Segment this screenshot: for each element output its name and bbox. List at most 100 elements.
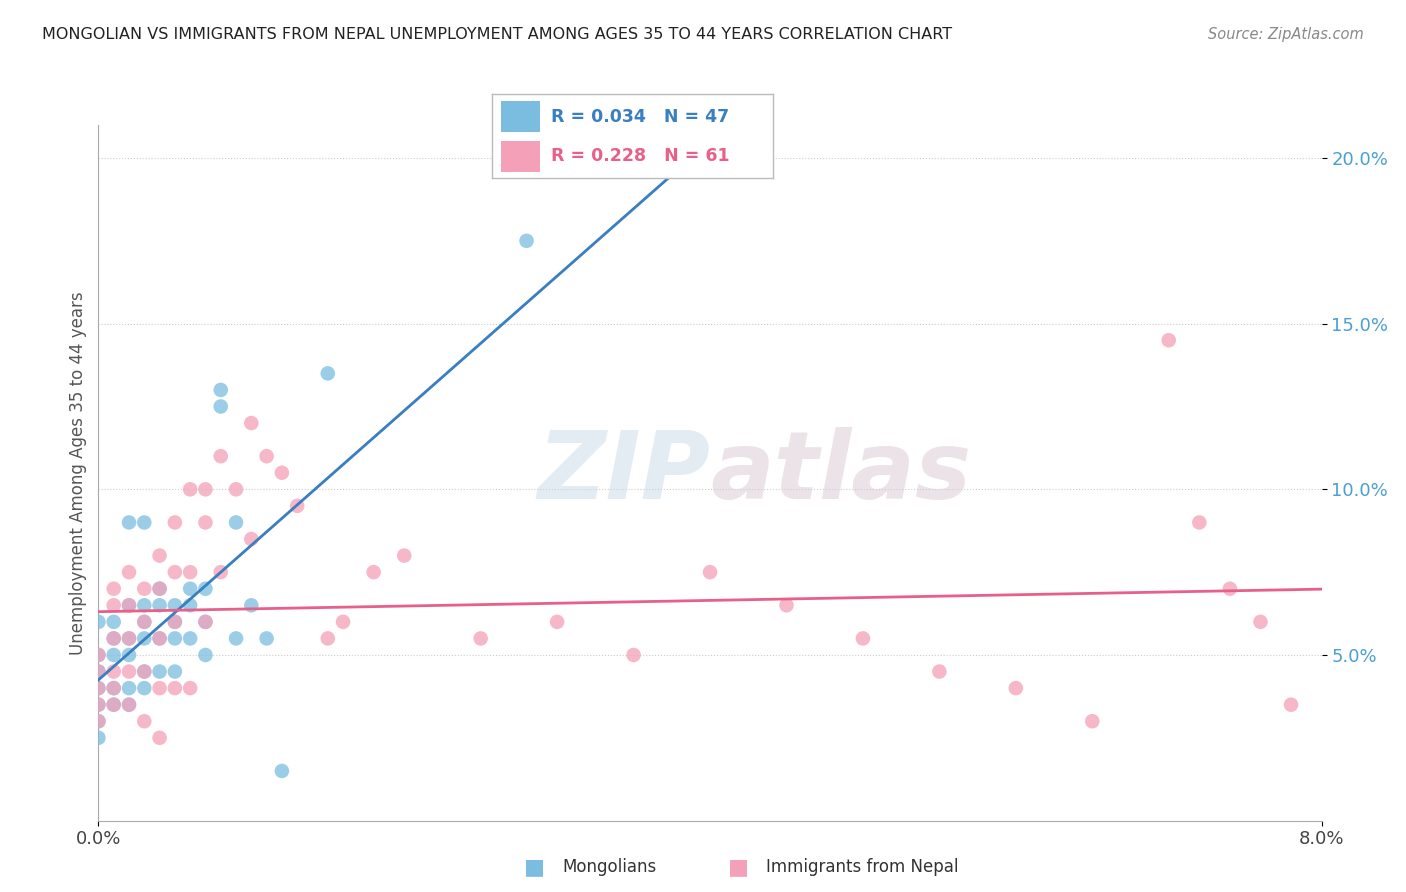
Point (103, 681, 125, 695)
Point (103, 615, 125, 629)
Point (363, 565, 385, 579)
Point (134, 665, 156, 679)
Point (163, 565, 186, 579)
Point (225, 516, 247, 530)
Text: atlas: atlas (710, 426, 972, 519)
Point (87, 648, 110, 662)
Point (316, 367, 339, 381)
Point (149, 582, 172, 596)
Point (928, 665, 950, 679)
Point (118, 681, 141, 695)
Point (194, 615, 217, 629)
Point (149, 582, 172, 596)
Point (179, 582, 201, 596)
Point (209, 449, 232, 463)
Point (103, 632, 125, 646)
Point (470, 632, 492, 646)
Point (240, 416, 263, 430)
Point (163, 615, 186, 629)
Point (87, 714, 110, 729)
Point (134, 599, 156, 613)
Point (316, 632, 339, 646)
Point (149, 681, 172, 695)
Point (179, 599, 201, 613)
Point (546, 615, 568, 629)
Text: Immigrants from Nepal: Immigrants from Nepal (766, 858, 959, 876)
Point (134, 632, 156, 646)
Point (194, 516, 217, 530)
Point (149, 549, 172, 563)
Point (225, 483, 247, 497)
Point (149, 599, 172, 613)
Point (118, 698, 141, 712)
Point (103, 599, 125, 613)
Point (163, 665, 186, 679)
Point (194, 483, 217, 497)
Point (1249, 615, 1271, 629)
Point (87, 714, 110, 729)
Point (103, 582, 125, 596)
Point (118, 648, 141, 662)
Point (134, 582, 156, 596)
Point (118, 516, 141, 530)
Point (179, 681, 201, 695)
Point (118, 698, 141, 712)
Point (194, 615, 217, 629)
Point (118, 599, 141, 613)
Point (87, 615, 110, 629)
Point (134, 615, 156, 629)
Point (149, 665, 172, 679)
Point (1157, 333, 1180, 347)
Point (118, 599, 141, 613)
Point (149, 632, 172, 646)
Point (103, 698, 125, 712)
Text: MONGOLIAN VS IMMIGRANTS FROM NEPAL UNEMPLOYMENT AMONG AGES 35 TO 44 YEARS CORREL: MONGOLIAN VS IMMIGRANTS FROM NEPAL UNEMP… (42, 27, 952, 42)
FancyBboxPatch shape (501, 102, 540, 132)
Point (87, 665, 110, 679)
Point (134, 615, 156, 629)
Point (1188, 516, 1211, 530)
Point (209, 383, 232, 397)
Point (240, 599, 263, 613)
Point (87, 665, 110, 679)
Point (87, 731, 110, 745)
Text: ■: ■ (728, 857, 748, 877)
Point (134, 516, 156, 530)
FancyBboxPatch shape (501, 141, 540, 171)
Point (240, 532, 263, 546)
Point (1004, 681, 1026, 695)
Point (163, 599, 186, 613)
Point (163, 516, 186, 530)
Point (179, 565, 201, 579)
Text: R = 0.034   N = 47: R = 0.034 N = 47 (551, 108, 730, 126)
Point (87, 681, 110, 695)
Point (118, 632, 141, 646)
Point (87, 681, 110, 695)
Point (103, 665, 125, 679)
Text: Mongolians: Mongolians (562, 858, 657, 876)
Point (149, 731, 172, 745)
Text: ZIP: ZIP (537, 426, 710, 519)
Point (332, 615, 354, 629)
Point (87, 698, 110, 712)
Point (163, 681, 186, 695)
Point (163, 632, 186, 646)
Point (285, 499, 308, 513)
Point (134, 665, 156, 679)
Point (194, 648, 217, 662)
Point (775, 599, 797, 613)
Point (118, 565, 141, 579)
Point (392, 549, 416, 563)
Point (1219, 582, 1241, 596)
Point (87, 698, 110, 712)
Point (209, 400, 232, 414)
Point (270, 764, 294, 778)
Text: Source: ZipAtlas.com: Source: ZipAtlas.com (1208, 27, 1364, 42)
Point (256, 449, 278, 463)
Point (103, 648, 125, 662)
Point (623, 648, 645, 662)
Point (209, 565, 232, 579)
Text: R = 0.228   N = 61: R = 0.228 N = 61 (551, 147, 730, 165)
Point (103, 681, 125, 695)
Point (1279, 698, 1302, 712)
